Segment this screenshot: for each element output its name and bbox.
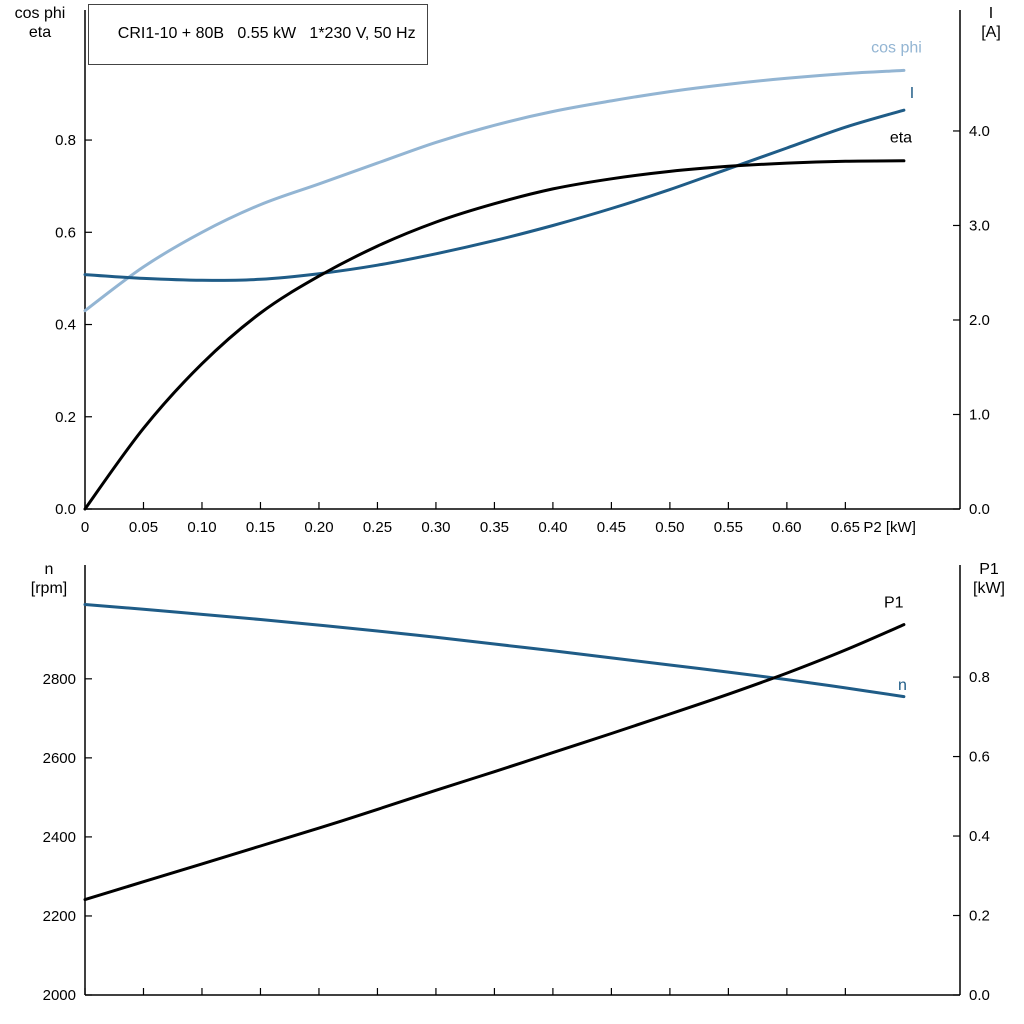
curve-I [83, 108, 906, 282]
chart-title-box: CRI1-10 + 80B 0.55 kW 1*230 V, 50 Hz [88, 4, 428, 65]
axis-title-cosphi-eta: cos phi eta [4, 4, 76, 42]
curve-n [83, 603, 906, 699]
y-right-tick-label: 2.0 [969, 312, 990, 329]
axis-title-speed: n [rpm] [16, 560, 82, 598]
x-tick-label: 0.45 [597, 519, 626, 536]
axis-title-line: [rpm] [30, 580, 68, 597]
y-left-tick-label: 0.6 [55, 224, 76, 241]
y-right-tick-label: 1.0 [969, 406, 990, 423]
x-tick-label: 0.60 [772, 519, 801, 536]
axis-title-line: I [988, 5, 994, 22]
curve-label-P1: P1 [884, 595, 904, 612]
chart-panel-0: 0.0 0.2 0.4 0.6 0.8 0.0 1.0 2.0 3.0 4.0 0 0.05 0.10 0… [55, 10, 990, 536]
axis-title-line: [A] [981, 24, 1001, 41]
y-right-tick-label: 3.0 [969, 217, 990, 234]
y-right-tick-label: 0.6 [969, 749, 990, 766]
x-axis-unit-label: P2 [kW] [863, 519, 916, 536]
x-tick-label: 0.35 [480, 519, 509, 536]
curve-eta [83, 159, 906, 511]
curve-label-n: n [898, 677, 907, 694]
x-tick-label: 0.65 [831, 519, 860, 536]
y-right-tick-label: 0.4 [969, 828, 990, 845]
axis-title-line: P1 [979, 561, 999, 578]
x-tick-label: 0.10 [187, 519, 216, 536]
curve-P1 [83, 623, 906, 902]
y-left-tick-label: 2600 [43, 750, 76, 767]
axis-title-line: [kW] [973, 580, 1005, 597]
axis-title-current: I [A] [962, 4, 1020, 42]
y-left-tick-label: 0.8 [55, 132, 76, 149]
y-left-tick-label: 2400 [43, 829, 76, 846]
y-right-tick-label: 0.8 [969, 669, 990, 686]
x-tick-label: 0.20 [304, 519, 333, 536]
axis-title-line: n [44, 561, 54, 578]
axis-title-line: cos phi [14, 5, 66, 22]
x-tick-label: 0.50 [655, 519, 684, 536]
y-left-tick-label: 2800 [43, 671, 76, 688]
x-tick-label: 0 [81, 519, 89, 536]
axis-title-power-input: P1 [kW] [958, 560, 1020, 598]
y-left-tick-label: 0.4 [55, 317, 76, 334]
y-right-tick-label: 0.2 [969, 908, 990, 925]
x-tick-label: 0.30 [421, 519, 450, 536]
y-right-tick-label: 4.0 [969, 123, 990, 140]
x-tick-label: 0.05 [129, 519, 158, 536]
y-left-tick-label: 0.0 [55, 501, 76, 518]
y-left-tick-label: 2200 [43, 908, 76, 925]
curve-label-eta: eta [890, 129, 912, 146]
y-right-tick-label: 0.0 [969, 987, 990, 1004]
y-left-tick-label: 2000 [43, 987, 76, 1004]
curve-label-I: I [910, 85, 914, 102]
x-tick-label: 0.55 [714, 519, 743, 536]
axis-title-line: eta [28, 24, 52, 41]
x-tick-label: 0.15 [246, 519, 275, 536]
x-tick-label: 0.40 [538, 519, 567, 536]
curve-label-cos-phi: cos phi [871, 39, 922, 56]
y-left-tick-label: 0.2 [55, 409, 76, 426]
chart-panel-1: 2000 2200 2400 2600 2800 0.0 0.2 0.4 0.6 0.8 n P1 [43, 565, 990, 1004]
chart-title: CRI1-10 + 80B 0.55 kW 1*230 V, 50 Hz [117, 25, 416, 42]
curve-cos-phi [83, 68, 906, 313]
y-right-tick-label: 0.0 [969, 501, 990, 518]
x-tick-label: 0.25 [363, 519, 392, 536]
